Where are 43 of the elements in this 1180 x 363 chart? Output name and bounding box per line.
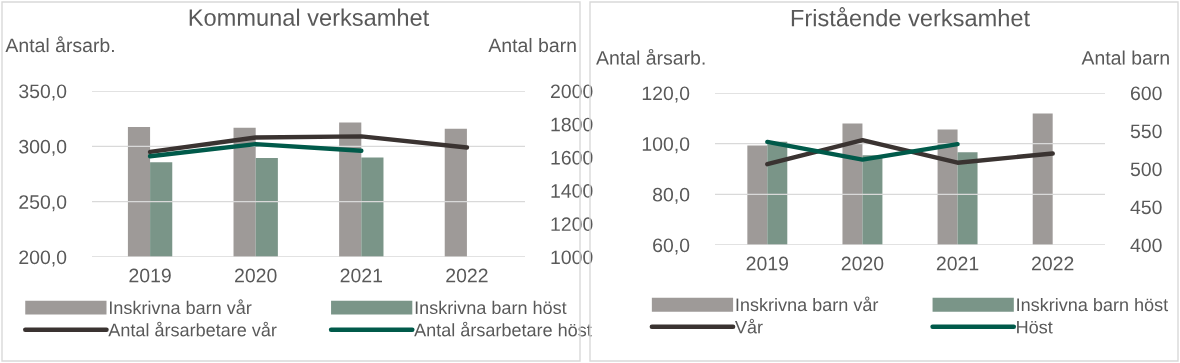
y-axis-title: Antal årsarb.	[596, 48, 705, 65]
y2-tick-label: 1000	[551, 250, 593, 265]
y-tick-label: 80,0	[653, 187, 690, 204]
y2-tick-label: 550	[1130, 124, 1162, 139]
x-tick-label: 2022	[1032, 256, 1074, 271]
legend-label: Inskrivna barn vår	[109, 299, 252, 315]
chart-title: Kommunal verksamhet	[189, 8, 430, 26]
x-tick-label: 2020	[841, 256, 884, 271]
x-tick-label: 2022	[446, 268, 488, 283]
y2-tick-label: 1600	[551, 150, 593, 165]
legend-label: Höst	[1017, 320, 1053, 334]
y2-tick-label: 500	[1130, 162, 1162, 177]
x-tick-label: 2021	[936, 256, 979, 271]
y-tick-label: 120,0	[642, 86, 690, 103]
y2-tick-label: 450	[1130, 200, 1162, 215]
x-tick-label: 2019	[746, 256, 789, 271]
y2-tick-label: 1200	[551, 217, 593, 232]
legend-label: Inskrivna barn höst	[415, 300, 567, 315]
y2-axis-title: Antal barn	[488, 37, 576, 53]
legend-label: Vår	[734, 318, 763, 334]
y-tick-label: 60,0	[653, 238, 690, 255]
y2-tick-label: 2000	[550, 84, 593, 99]
line-series	[765, 137, 1055, 167]
y2-axis-title: Antal barn	[1081, 50, 1169, 65]
legend-label: Inskrivna barn höst	[1017, 297, 1169, 312]
x-tick-label: 2020	[235, 268, 277, 283]
line-series	[147, 134, 470, 155]
y2-tick-label: 600	[1130, 86, 1162, 101]
x-tick-label: 2021	[340, 268, 382, 283]
legend-label: Inskrivna barn vår	[736, 296, 879, 312]
legend-label: Antal årsarbetare vår	[108, 321, 277, 337]
chart-title: Fristående verksamhet	[791, 7, 1030, 27]
y-tick-label: 350,0	[19, 84, 67, 101]
y-axis-title: Antal årsarb.	[5, 36, 114, 53]
y-tick-label: 300,0	[19, 139, 67, 156]
y2-tick-label: 1400	[551, 184, 593, 198]
legend-label: Antal årsarbetare höst	[414, 321, 592, 337]
y-tick-label: 250,0	[19, 195, 67, 212]
y2-tick-label: 1800	[551, 117, 593, 132]
y2-tick-label: 400	[1130, 238, 1162, 253]
x-tick-label: 2019	[129, 268, 171, 283]
y-tick-label: 200,0	[19, 250, 67, 267]
y-tick-label: 100,0	[642, 137, 690, 154]
